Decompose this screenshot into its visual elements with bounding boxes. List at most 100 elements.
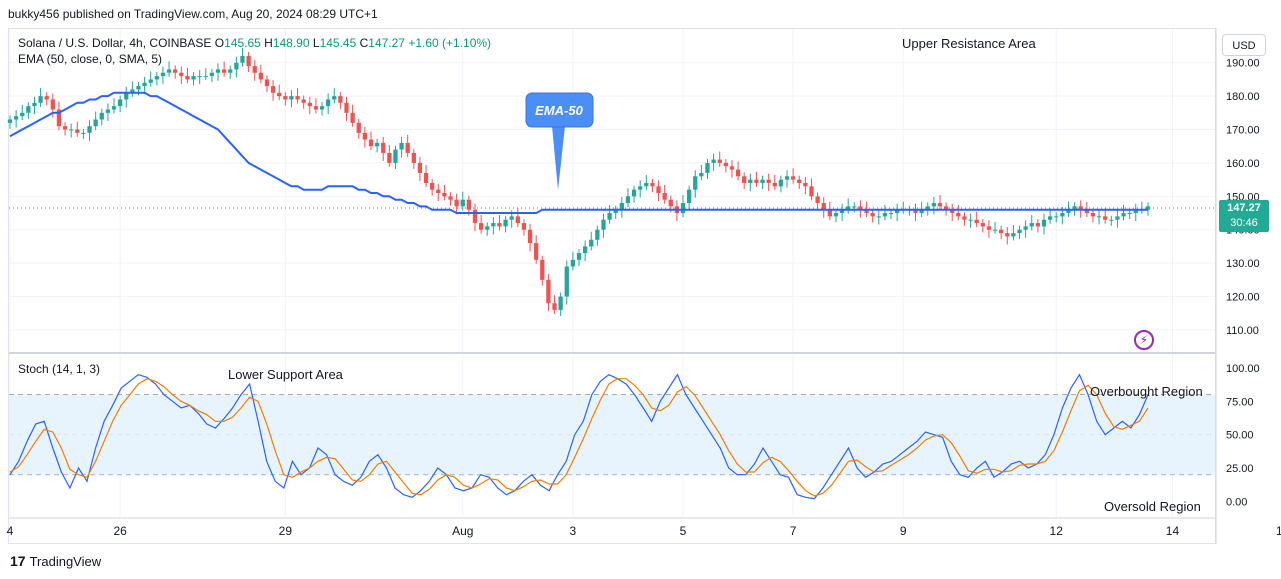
candles <box>7 48 1151 316</box>
upper-resistance-label: Upper Resistance Area <box>902 36 1036 51</box>
candle-body <box>148 79 153 83</box>
candle-body <box>405 142 410 153</box>
candle-body <box>111 106 117 110</box>
candle-body <box>790 176 796 180</box>
price-tick-label: 110.00 <box>1226 325 1259 337</box>
candle-body <box>974 219 979 224</box>
high-label: H <box>264 36 273 50</box>
open-value: 145.65 <box>224 36 261 50</box>
candle-body <box>742 176 747 183</box>
candle-body <box>221 69 227 73</box>
candle-body <box>185 76 190 80</box>
candle-body <box>258 72 263 80</box>
candle-body <box>601 219 606 230</box>
currency-button[interactable]: USD <box>1222 34 1266 56</box>
candle-body <box>460 199 465 207</box>
candle-body <box>564 266 569 297</box>
candle-body <box>589 239 594 247</box>
candle-body <box>870 213 875 217</box>
candle-body <box>264 79 270 87</box>
candle-body <box>117 99 123 107</box>
candle-body <box>766 179 771 183</box>
symbol-title: Solana / U.S. Dollar, 4h, COINBASE <box>18 36 212 50</box>
candle-body <box>662 193 667 200</box>
candle-body <box>570 259 576 267</box>
candle-body <box>1011 233 1016 237</box>
candle-body <box>950 209 955 214</box>
candle-body <box>289 96 294 100</box>
close-value: 147.27 <box>368 36 405 50</box>
candle-body <box>515 216 520 224</box>
candle-body <box>1096 216 1102 218</box>
lightning-icon[interactable]: ⚡ <box>1134 330 1154 350</box>
stoch-legend[interactable]: Stoch (14, 1, 3) <box>18 362 101 376</box>
time-tick-label: 26 <box>113 524 127 538</box>
candle-body <box>748 179 753 183</box>
candle-body <box>1054 216 1059 218</box>
candle-body <box>1041 219 1047 227</box>
candle-body <box>277 92 282 97</box>
candle-body <box>895 209 900 214</box>
stoch-tick-label: 75.00 <box>1226 396 1254 408</box>
candle-body <box>448 196 453 200</box>
candle-body <box>399 142 404 150</box>
tradingview-logo-icon: 17 <box>10 553 26 569</box>
candle-body <box>760 179 765 183</box>
candle-body <box>1078 206 1083 210</box>
candle-body <box>705 162 710 173</box>
candle-body <box>423 172 429 183</box>
candle-body <box>1090 213 1096 217</box>
candle-body <box>326 99 331 107</box>
candle-body <box>980 223 985 227</box>
stoch-lines <box>9 373 1149 500</box>
candle-body <box>925 206 930 210</box>
candle-body <box>142 82 147 87</box>
candle-body <box>686 189 692 204</box>
candle-body <box>374 142 380 147</box>
candle-body <box>846 206 851 210</box>
price-axis: 190.00180.00170.00160.00150.00140.00130.… <box>1226 58 1260 337</box>
close-label: C <box>359 36 369 50</box>
ema-legend[interactable]: EMA (50, close, 0, SMA, 5) <box>18 52 163 66</box>
candle-body <box>527 229 533 244</box>
candle-body <box>240 56 245 63</box>
candle-body <box>638 186 643 190</box>
tradingview-logo-text: TradingView <box>29 554 102 569</box>
candle-body <box>968 219 973 221</box>
time-tick-label: 14 <box>1166 524 1180 538</box>
candle-body <box>956 213 961 217</box>
candle-body <box>173 69 178 73</box>
candle-body <box>717 159 722 163</box>
bar-countdown: 30:46 <box>1230 217 1258 229</box>
last-price-value: 147.27 <box>1227 202 1261 214</box>
candle-body <box>613 209 618 214</box>
candle-body <box>607 213 612 220</box>
candle-body <box>215 69 221 73</box>
candle-body <box>466 199 472 210</box>
ema-callout-text: EMA-50 <box>535 103 583 118</box>
candle-body <box>797 179 802 183</box>
candle-body <box>582 246 588 254</box>
candle-body <box>1145 206 1151 210</box>
candle-body <box>38 96 43 103</box>
tradingview-logo[interactable]: 17 TradingView <box>10 553 101 569</box>
candle-body <box>992 229 998 231</box>
candle-body <box>1127 213 1132 215</box>
candle-body <box>20 112 25 117</box>
candle-body <box>1072 206 1077 210</box>
candle-body <box>93 119 98 127</box>
candle-body <box>252 66 257 73</box>
candle-body <box>136 86 141 90</box>
candle-body <box>179 72 184 77</box>
candle-body <box>62 126 68 130</box>
candle-body <box>283 96 288 100</box>
candle-body <box>1109 219 1114 221</box>
candle-body <box>13 116 19 120</box>
candle-body <box>809 186 814 197</box>
candle-body <box>540 259 545 280</box>
candle-body <box>319 106 325 110</box>
candle-body <box>503 219 508 227</box>
candle-body <box>1060 213 1065 217</box>
candle-body <box>999 229 1004 234</box>
